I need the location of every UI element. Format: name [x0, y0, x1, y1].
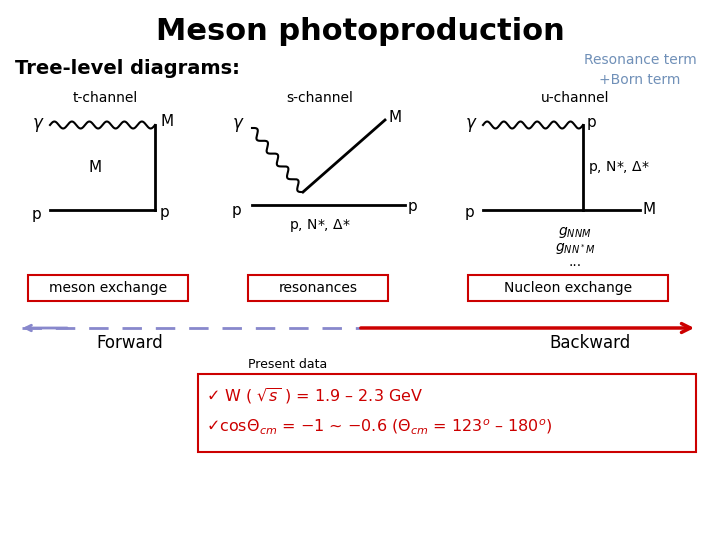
Text: u-channel: u-channel: [541, 91, 609, 105]
Text: meson exchange: meson exchange: [49, 281, 167, 295]
Text: M: M: [160, 114, 173, 130]
Text: M: M: [388, 111, 401, 125]
Bar: [28, 275, 188, 301]
Text: $\checkmark$cos$\Theta_{cm}$ = $-$1 ~ $-$0.6 ($\Theta_{cm}$ = 123$^o$ – 180$^o$): $\checkmark$cos$\Theta_{cm}$ = $-$1 ~ $-…: [206, 416, 552, 435]
Bar: [198, 374, 696, 452]
Text: p: p: [232, 202, 242, 218]
Text: M: M: [643, 202, 656, 218]
Text: $\gamma$: $\gamma$: [465, 116, 477, 134]
Text: p: p: [587, 114, 597, 130]
Text: p: p: [32, 207, 42, 222]
Text: t-channel: t-channel: [73, 91, 138, 105]
Text: $g_{NN^*M}$: $g_{NN^*M}$: [555, 240, 595, 255]
Text: Meson photoproduction: Meson photoproduction: [156, 17, 564, 46]
Text: Backward: Backward: [549, 334, 631, 352]
Text: p: p: [160, 206, 170, 220]
Text: p: p: [408, 199, 418, 214]
Bar: [248, 275, 388, 301]
Text: Nucleon exchange: Nucleon exchange: [504, 281, 632, 295]
Text: Forward: Forward: [96, 334, 163, 352]
Text: s-channel: s-channel: [287, 91, 354, 105]
Text: Present data: Present data: [248, 357, 328, 370]
Text: ...: ...: [568, 255, 582, 269]
Text: Resonance term
+Born term: Resonance term +Born term: [584, 53, 696, 87]
Text: M: M: [89, 160, 102, 176]
Text: $\gamma$: $\gamma$: [32, 116, 45, 134]
Text: p, N*, $\Delta$*: p, N*, $\Delta$*: [289, 217, 351, 233]
Text: resonances: resonances: [279, 281, 358, 295]
Text: $g_{NNM}$: $g_{NNM}$: [558, 226, 592, 240]
Text: p: p: [465, 206, 474, 220]
Text: $\gamma$: $\gamma$: [232, 116, 245, 134]
Text: $\checkmark$ W ( $\sqrt{s}$ ) = 1.9 – 2.3 GeV: $\checkmark$ W ( $\sqrt{s}$ ) = 1.9 – 2.…: [206, 386, 423, 406]
Bar: [468, 275, 668, 301]
Text: Tree-level diagrams:: Tree-level diagrams:: [15, 58, 240, 78]
Text: p, N*, $\Delta$*: p, N*, $\Delta$*: [588, 159, 650, 177]
